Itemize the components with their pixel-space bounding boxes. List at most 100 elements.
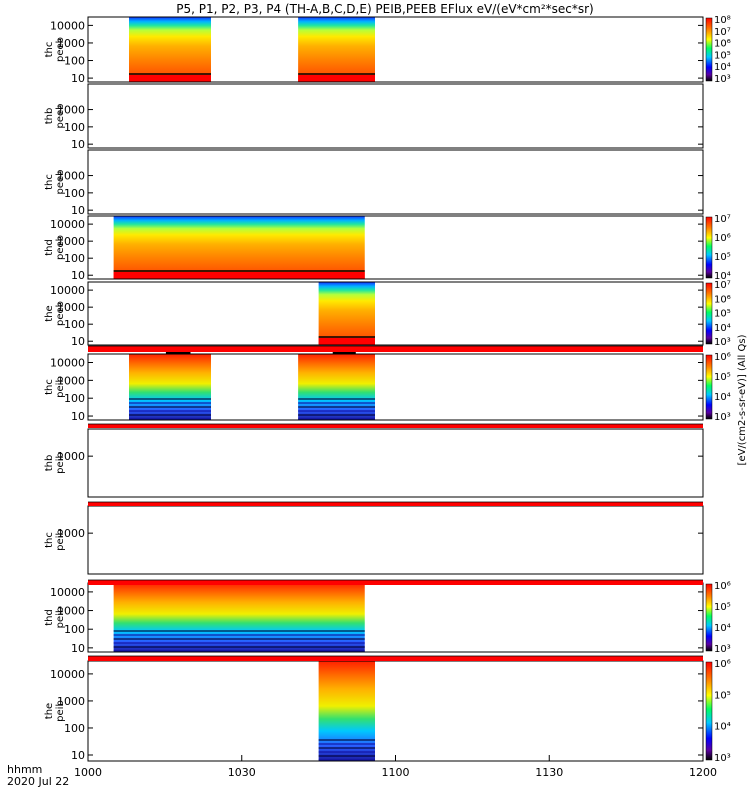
separator-bar xyxy=(88,656,703,661)
panel-thc-peib: 10 100 1000 10000 thc peib 10³ 10⁴ 10⁵ 10⁶ xyxy=(44,352,731,423)
low-energy-stripe xyxy=(129,414,211,416)
panel-the-peib: 10 100 1000 10000 the peib 10³ 10⁴ 10⁵ 10⁶ xyxy=(44,659,731,764)
data-flag-bar xyxy=(165,352,191,354)
panel-ylabel: peib xyxy=(55,376,66,398)
panel-frame xyxy=(87,660,704,762)
colorbar-tick-label: 10⁴ xyxy=(714,62,731,73)
low-energy-stripe xyxy=(113,646,365,648)
low-energy-stripe xyxy=(298,398,375,400)
panel-ylabel: peeb xyxy=(55,170,66,195)
ytick-label: 1000 xyxy=(57,450,85,463)
panel-ylabel: peeb xyxy=(55,104,66,129)
xtick-label: 1030 xyxy=(228,766,256,779)
low-energy-band xyxy=(129,75,211,82)
colorbar-tick-label: 10⁶ xyxy=(714,39,731,50)
low-energy-stripe xyxy=(298,418,375,420)
ytick-label: 100 xyxy=(64,318,85,331)
low-energy-stripe xyxy=(318,739,375,741)
colorbar-tick-label: 10⁶ xyxy=(714,233,731,244)
spectrogram-interval xyxy=(113,216,365,279)
panel-ylabel: thb xyxy=(44,455,55,472)
separator-bar xyxy=(88,424,703,428)
colorbar-label: [eV/(cm2-s-sr-eV)] (All Qs) xyxy=(737,334,748,465)
ytick-label: 10 xyxy=(71,204,85,217)
ytick-label: 10000 xyxy=(50,586,85,599)
colorbar-tick-label: 10³ xyxy=(714,74,731,85)
low-energy-stripe xyxy=(318,747,375,749)
low-energy-stripe xyxy=(129,418,211,420)
colorbar xyxy=(705,354,713,420)
colorbar xyxy=(705,282,713,345)
ytick-label: 10 xyxy=(71,749,85,762)
panel-ylabel: the xyxy=(44,703,55,719)
low-energy-stripe xyxy=(298,406,375,408)
ytick-label: 100 xyxy=(64,392,85,405)
panel-ylabel: thc xyxy=(44,379,55,395)
colorbar-tick-label: 10⁷ xyxy=(714,214,731,225)
panel-ylabel: peib xyxy=(55,452,66,474)
ytick-label: 1000 xyxy=(57,235,85,248)
ytick-label: 1000 xyxy=(57,374,85,387)
xtick-label: 1100 xyxy=(382,766,410,779)
ytick-label: 1000 xyxy=(57,527,85,540)
panel-frame xyxy=(87,215,704,280)
colorbar-tick-label: 10³ xyxy=(714,337,731,348)
ytick-label: 10 xyxy=(71,642,85,655)
colorbar xyxy=(705,661,713,761)
panel-frame xyxy=(87,149,704,215)
colorbar-tick-label: 10⁵ xyxy=(714,50,731,61)
colorbar-tick-label: 10⁶ xyxy=(714,659,731,670)
ytick-label: 10000 xyxy=(50,357,85,370)
panel-ylabel: peib xyxy=(55,700,66,722)
ytick-label: 100 xyxy=(64,55,85,68)
panel-ylabel: thd xyxy=(44,609,55,626)
panel-ylabel: the xyxy=(44,305,55,321)
panel-ylabel: peeb xyxy=(55,235,66,260)
ytick-label: 100 xyxy=(64,722,85,735)
colorbar-tick-label: 10⁸ xyxy=(714,15,731,26)
time-axis-label-date: 2020 Jul 22 xyxy=(7,775,69,788)
low-energy-stripe xyxy=(318,743,375,745)
low-energy-stripe xyxy=(113,642,365,644)
panel-frame xyxy=(87,16,704,83)
colorbar xyxy=(705,17,713,82)
colorbar-tick-label: 10⁵ xyxy=(714,602,731,613)
colorbar-tick-label: 10⁶ xyxy=(714,352,731,363)
spectrogram-interval xyxy=(318,661,375,761)
ytick-label: 100 xyxy=(64,623,85,636)
colorbar-tick-label: 10⁴ xyxy=(714,722,731,733)
panel-ylabel: peeb xyxy=(55,301,66,326)
low-energy-stripe xyxy=(129,410,211,412)
ytick-label: 10000 xyxy=(50,19,85,32)
ytick-label: 100 xyxy=(64,187,85,200)
low-energy-stripe xyxy=(113,634,365,636)
colorbar-tick-label: 10³ xyxy=(714,753,731,764)
ytick-label: 10 xyxy=(71,335,85,348)
panel-thd-peeb: 10 100 1000 10000 thd peeb 10⁴ 10⁵ 10⁶ 10⁷ xyxy=(44,214,731,282)
separator-bar xyxy=(88,502,703,506)
colorbar-tick-label: 10⁴ xyxy=(714,323,731,334)
panel-ylabel: peeb xyxy=(55,37,66,62)
low-energy-stripe xyxy=(113,630,365,632)
low-energy-stripe xyxy=(113,650,365,652)
panel-thd-peib: 10 100 1000 10000 thd peib 10³ 10⁴ 10⁵ 10⁶ xyxy=(44,581,731,655)
ytick-label: 10 xyxy=(71,269,85,282)
low-energy-stripe xyxy=(298,402,375,404)
ytick-label: 1000 xyxy=(57,170,85,183)
low-energy-band xyxy=(298,75,375,82)
low-energy-stripe xyxy=(318,755,375,757)
xtick-label: 1130 xyxy=(535,766,563,779)
ytick-label: 10000 xyxy=(50,218,85,231)
panel-ylabel: peib xyxy=(55,607,66,629)
panel-frame xyxy=(87,505,704,575)
spectrogram-interval xyxy=(129,17,211,82)
xtick-label: 1200 xyxy=(689,766,717,779)
time-axis: hhmm 2020 Jul 22 1000 1030 1100 1130 1200 xyxy=(7,755,717,788)
spectrogram-interval xyxy=(298,354,375,420)
colorbar-tick-label: 10⁵ xyxy=(714,690,731,701)
xtick-label: 1000 xyxy=(74,766,102,779)
